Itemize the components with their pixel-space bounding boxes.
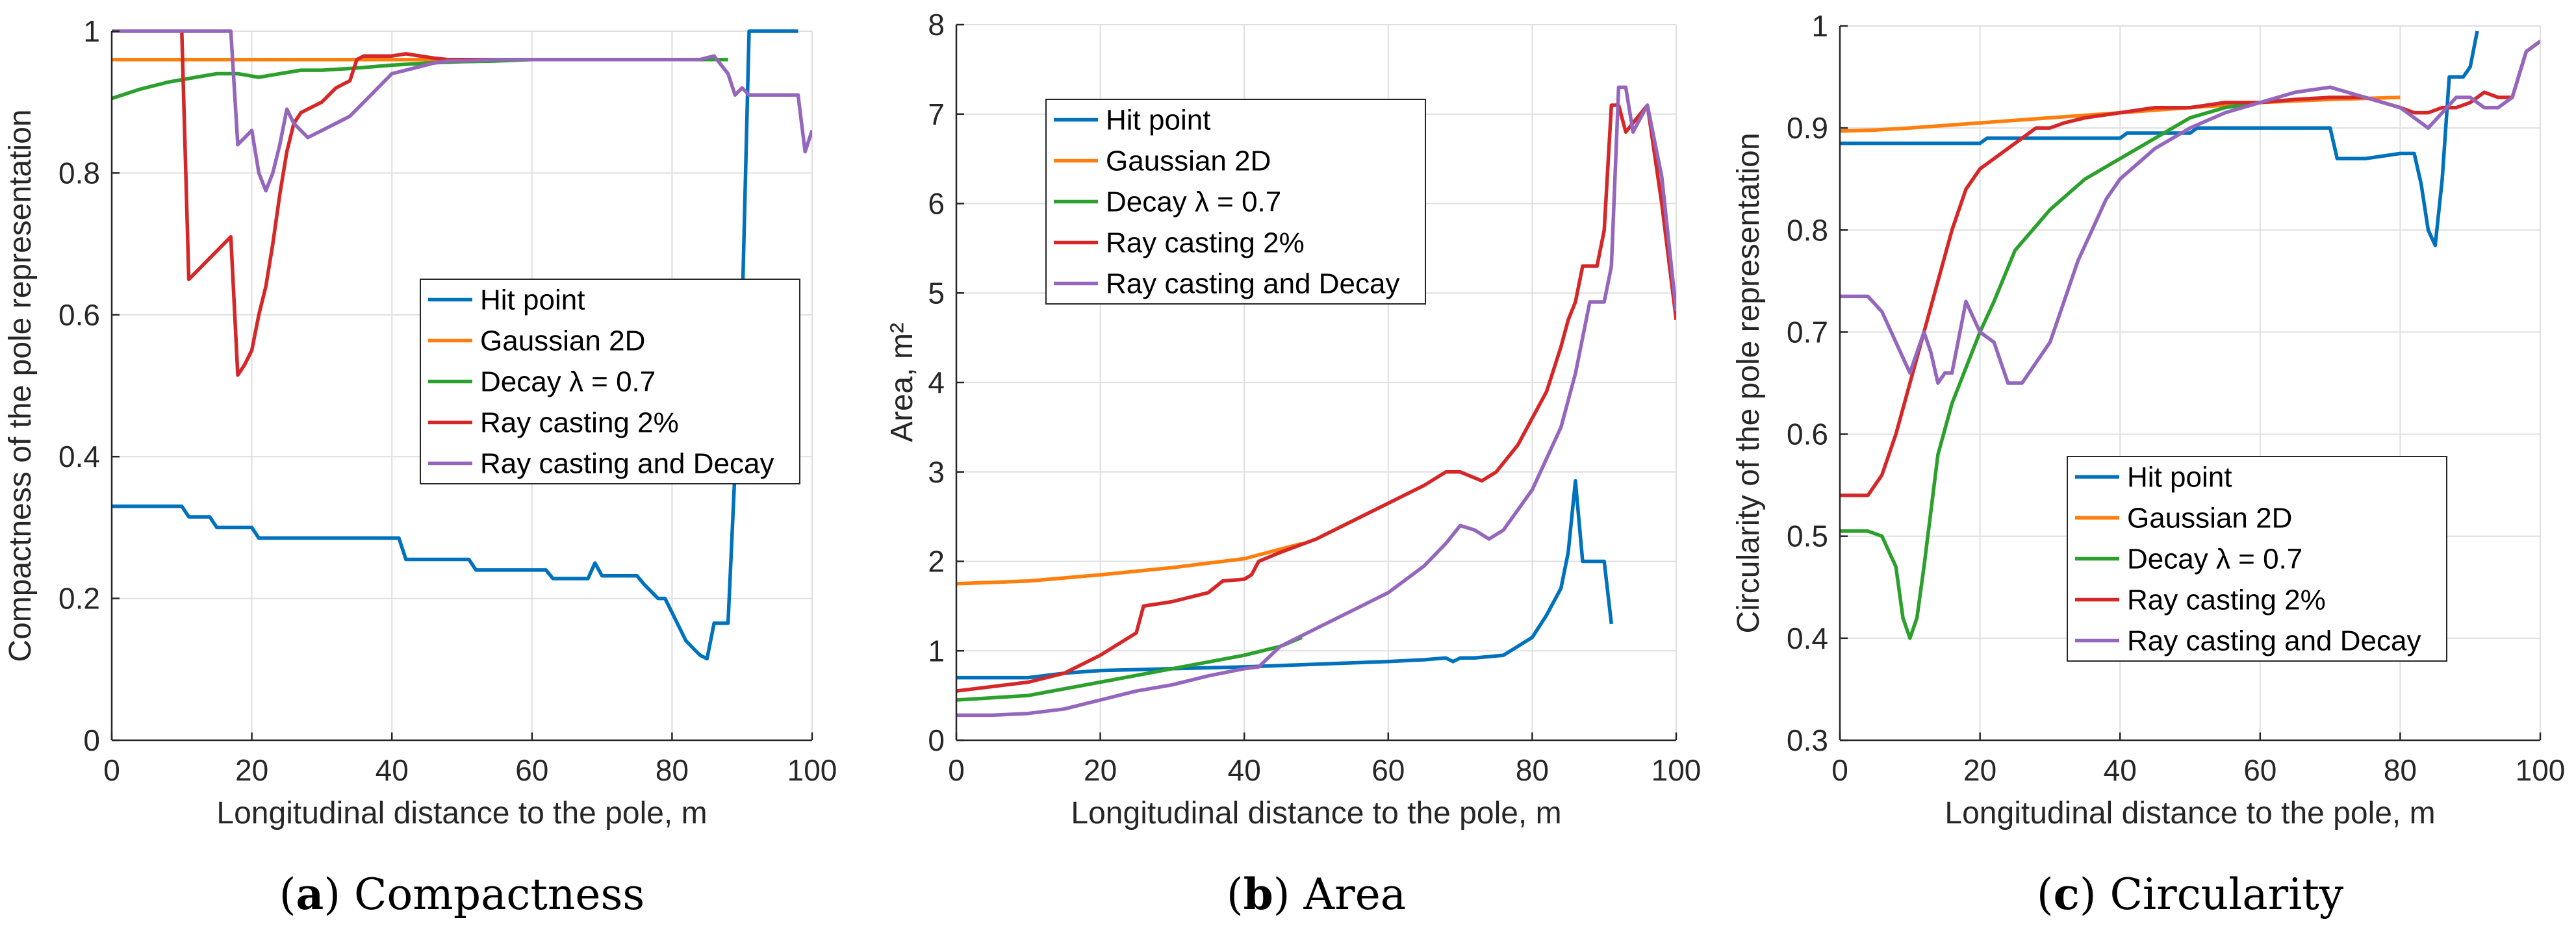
legend-box	[1045, 99, 1426, 305]
legend-entry-4: Ray casting and Decay	[1106, 268, 1399, 300]
y-tick-label: 0.6	[58, 298, 100, 332]
y-tick-label: 0.3	[1787, 723, 1828, 757]
series-line-3	[1840, 40, 2540, 497]
legend-box	[420, 279, 800, 484]
x-tick-label: 100	[1651, 753, 1702, 787]
legend-entry-1: Gaussian 2D	[480, 325, 645, 357]
legend-entry-3: Ray casting 2%	[480, 407, 679, 439]
series-line-0	[956, 479, 1614, 680]
series-line-3	[180, 31, 574, 377]
x-tick-label: 60	[1371, 753, 1405, 787]
x-axis-label: Longitudinal distance to the pole, m	[1071, 796, 1561, 831]
y-tick-label: 0.5	[1787, 519, 1828, 553]
legend-entry-4: Ray casting and Decay	[2127, 625, 2421, 657]
y-tick-label: 0.6	[1787, 418, 1828, 451]
y-tick-label: 0.2	[58, 582, 100, 616]
y-tick-label: 4	[928, 366, 945, 399]
y-tick-label: 1	[928, 634, 945, 668]
legend-entry-0: Hit point	[2127, 462, 2232, 494]
series-group	[956, 85, 1676, 718]
x-tick-label: 40	[1228, 753, 1261, 787]
y-tick-label: 1	[83, 14, 100, 48]
chart-panel-c: 0 20 40 60 80 100 0.3 0.4 0.5 0.6 0.7 0.8 0.9 1 Longit…	[1731, 9, 2565, 919]
panel-caption: (b) Area	[1227, 869, 1406, 919]
y-tick-label: 1	[1811, 9, 1828, 43]
series-line-4	[956, 85, 1676, 718]
x-tick-label: 0	[103, 753, 120, 787]
x-tick-label: 20	[1084, 753, 1117, 787]
x-tick-label: 20	[235, 753, 268, 787]
x-axis-label: Longitudinal distance to the pole, m	[216, 796, 707, 831]
legend-entry-1: Gaussian 2D	[1106, 145, 1271, 177]
legend: Hit point Gaussian 2D Decay λ = 0.7 Ray cas…	[1045, 99, 1426, 305]
legend-entry-3: Ray casting 2%	[2127, 584, 2326, 616]
legend-entry-1: Gaussian 2D	[2127, 503, 2292, 534]
y-tick-label: 0	[83, 723, 100, 757]
legend-box	[2067, 456, 2447, 662]
x-tick-label: 0	[1831, 753, 1848, 787]
y-axis-label: Compactness of the pole representation	[3, 109, 38, 662]
series-line-0	[112, 29, 798, 661]
series-line-1	[956, 542, 1303, 586]
series-line-4	[1840, 40, 2540, 385]
y-tick-label: 0.8	[58, 156, 100, 190]
x-tick-label: 20	[1963, 753, 1996, 787]
legend-entry-0: Hit point	[480, 284, 585, 316]
panel-caption: (c) Circularity	[2037, 869, 2344, 919]
x-tick-label: 80	[1516, 753, 1549, 787]
series-group	[1840, 31, 2540, 640]
y-tick-label: 0.9	[1787, 111, 1828, 145]
series-group	[112, 29, 812, 661]
x-axis-label: Longitudinal distance to the pole, m	[1945, 796, 2435, 831]
chart-panel-b: 0 20 40 60 80 100 0 1 2 3 4 5 6 7 8 Longitudinal distan…	[885, 8, 1701, 919]
y-tick-label: 0.4	[1787, 621, 1828, 655]
x-tick-label: 60	[2243, 753, 2276, 787]
x-tick-label: 0	[948, 753, 965, 787]
legend-entry-2: Decay λ = 0.7	[480, 366, 656, 398]
legend-entry-4: Ray casting and Decay	[480, 448, 774, 480]
y-tick-label: 0.4	[58, 440, 100, 473]
y-tick-label: 8	[928, 8, 945, 42]
legend-entry-2: Decay λ = 0.7	[2127, 544, 2302, 575]
y-tick-label: 0.7	[1787, 315, 1828, 349]
x-tick-label: 80	[2384, 753, 2417, 787]
legend-entry-3: Ray casting 2%	[1106, 227, 1305, 259]
x-tick-label: 100	[2516, 753, 2566, 787]
y-tick-label: 6	[928, 187, 945, 221]
series-line-0	[1840, 31, 2479, 247]
x-tick-label: 40	[376, 753, 409, 787]
chart-panel-a: 0 20 40 60 80 100 0 0.2 0.4 0.6 0.8 1 Longitudinal d…	[3, 14, 837, 919]
legend-entry-0: Hit point	[1106, 105, 1210, 136]
y-tick-label: 5	[928, 276, 945, 310]
y-tick-label: 2	[928, 545, 945, 579]
x-tick-label: 60	[515, 753, 548, 787]
y-tick-label: 0	[928, 723, 945, 757]
y-tick-label: 3	[928, 455, 945, 489]
x-tick-label: 40	[2104, 753, 2137, 787]
panel-caption: (a) Compactness	[279, 869, 644, 919]
legend: Hit point Gaussian 2D Decay λ = 0.7 Ray cas…	[2067, 456, 2447, 662]
legend: Hit point Gaussian 2D Decay λ = 0.7 Ray cas…	[420, 279, 800, 484]
x-tick-label: 80	[656, 753, 689, 787]
series-line-4	[112, 29, 812, 193]
y-axis-label: Circularity of the pole representation	[1731, 132, 1766, 633]
series-line-3	[956, 103, 1676, 693]
legend-entry-2: Decay λ = 0.7	[1106, 186, 1281, 218]
y-axis-label: Area, m²	[885, 323, 919, 442]
y-tick-label: 0.8	[1787, 213, 1828, 247]
y-tick-label: 7	[928, 97, 945, 131]
x-tick-label: 100	[787, 753, 837, 787]
series-line-2	[1840, 101, 2261, 640]
